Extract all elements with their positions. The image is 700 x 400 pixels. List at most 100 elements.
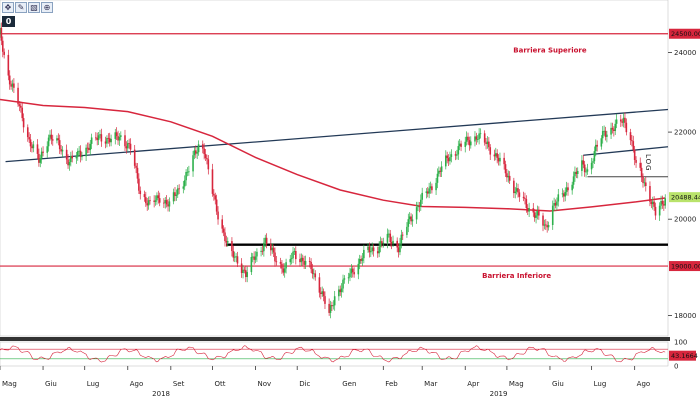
- candle-body: [17, 87, 19, 105]
- oscillator-tick-label: 100: [674, 339, 687, 347]
- candle-body: [314, 273, 317, 278]
- candle-body: [39, 158, 42, 163]
- candle-body: [524, 198, 526, 200]
- candle-body: [386, 233, 389, 243]
- candle-body: [639, 162, 642, 168]
- candle-body: [96, 137, 99, 141]
- candle-body: [271, 247, 273, 251]
- candle-body: [75, 156, 78, 159]
- zoom-icon[interactable]: ⊕: [41, 2, 53, 13]
- candle-body: [517, 188, 519, 193]
- candle-body: [250, 256, 253, 273]
- candle-body: [332, 305, 335, 307]
- candle-body: [222, 228, 225, 233]
- candle-body: [85, 147, 87, 157]
- candle-body: [575, 171, 578, 174]
- candle-body: [606, 134, 608, 137]
- candle-body: [486, 141, 489, 145]
- candle-body: [201, 144, 204, 149]
- candle-body: [624, 117, 626, 123]
- candle-body: [21, 107, 24, 119]
- candle-body: [439, 170, 442, 172]
- candle-body: [650, 201, 653, 205]
- candle-body: [283, 268, 286, 273]
- moving-average-line: [0, 98, 666, 212]
- candle-body: [76, 151, 79, 157]
- candle-body: [163, 202, 165, 204]
- candle-body: [178, 188, 180, 190]
- candle-body: [389, 233, 392, 243]
- candle-body: [115, 132, 118, 137]
- candle-body: [421, 192, 423, 200]
- pencil-icon[interactable]: ✎: [15, 2, 27, 13]
- candle-body: [382, 242, 385, 244]
- candle-body: [431, 186, 433, 191]
- candle-body: [467, 136, 469, 141]
- candle-body: [153, 200, 155, 202]
- candle-body: [613, 129, 615, 131]
- candle-body: [78, 150, 80, 152]
- candle-body: [95, 137, 97, 139]
- candle-body: [110, 138, 112, 143]
- x-tick-label: Gen: [342, 380, 356, 388]
- candle-body: [496, 153, 498, 158]
- candle-body: [586, 169, 589, 172]
- candle-body: [440, 166, 443, 172]
- candle-body: [426, 191, 429, 194]
- candle-body: [243, 269, 246, 271]
- x-tick-label: Apr: [467, 380, 479, 388]
- image-icon[interactable]: ▧: [28, 2, 40, 13]
- candle-body: [651, 201, 654, 205]
- candle-body: [318, 277, 321, 293]
- candle-body: [464, 141, 467, 147]
- trendline: [5, 108, 669, 163]
- candle-body: [1, 40, 4, 52]
- candle-body: [146, 203, 149, 206]
- candle-body: [460, 143, 462, 147]
- candle-body: [582, 160, 585, 165]
- candle-body: [596, 144, 598, 147]
- candle-body: [399, 243, 401, 253]
- candle-body: [28, 137, 30, 140]
- candle-body: [22, 118, 25, 128]
- candle-body: [31, 146, 33, 149]
- candle-body: [485, 142, 487, 145]
- candle-body: [343, 278, 346, 280]
- candle-body: [506, 173, 508, 178]
- candle-body: [32, 144, 35, 149]
- candle-body: [338, 289, 340, 297]
- candle-body: [465, 136, 468, 142]
- zero-button[interactable]: 0: [2, 16, 15, 27]
- candle-body: [457, 146, 460, 155]
- candle-body: [600, 138, 603, 147]
- candle-body: [535, 215, 537, 218]
- candle-body: [157, 195, 160, 199]
- candle-body: [611, 127, 614, 130]
- candle-body: [61, 149, 64, 152]
- y-tick-label: 24000: [674, 49, 696, 57]
- candle-body: [251, 256, 254, 258]
- candle-body: [435, 182, 437, 191]
- candle-body: [50, 134, 53, 140]
- candle-body: [188, 171, 190, 173]
- candle-body: [631, 140, 633, 142]
- candle-body: [221, 219, 224, 229]
- candle-body: [225, 241, 228, 243]
- candle-body: [281, 263, 283, 269]
- candle-body: [410, 216, 412, 222]
- candle-body: [581, 160, 583, 171]
- candle-body: [571, 184, 573, 191]
- candle-body: [46, 146, 49, 153]
- candle-body: [263, 242, 265, 252]
- candle-body: [236, 256, 239, 264]
- candle-body: [136, 167, 139, 179]
- candle-body: [168, 201, 171, 207]
- move-icon[interactable]: ✥: [2, 2, 14, 13]
- candle-body: [390, 242, 393, 244]
- candle-body: [392, 240, 394, 244]
- year-label: 2019: [490, 390, 508, 398]
- candle-body: [88, 147, 90, 151]
- candle-body: [279, 261, 282, 264]
- candle-body: [629, 132, 632, 141]
- x-tick-label: Ago: [637, 380, 651, 388]
